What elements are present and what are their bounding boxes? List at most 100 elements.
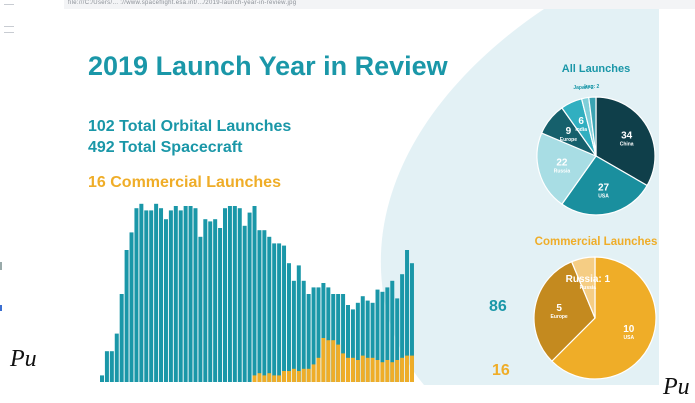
- bar-commercial-launches: [296, 371, 301, 382]
- bar-commercial-launches: [301, 368, 306, 382]
- bar-total-launches: [291, 280, 296, 382]
- bar-commercial-launches: [355, 360, 360, 382]
- bar-total-launches: [370, 302, 375, 382]
- bar-total-launches: [311, 287, 316, 382]
- slice-label: China: [620, 141, 634, 147]
- side-panel: [0, 0, 60, 403]
- bar-total-launches: [409, 263, 414, 382]
- stat-total-launches: 102 Total Orbital Launches: [88, 118, 291, 135]
- bar-total-launches: [360, 296, 365, 382]
- bar-total-launches: [223, 208, 227, 382]
- bar-total-launches: [208, 221, 213, 382]
- bar-total-launches: [286, 263, 291, 382]
- bar-commercial-launches: [370, 357, 375, 382]
- bar-total-launches: [400, 274, 405, 382]
- bar-commercial-launches: [262, 375, 267, 382]
- slice-label: Iran: 2: [584, 84, 599, 90]
- bar-commercial-launches: [311, 364, 316, 382]
- bar-total-launches: [124, 250, 129, 382]
- bar-commercial-launches: [326, 340, 331, 382]
- bar-commercial-launches: [395, 360, 400, 382]
- bar-total-launches: [104, 351, 109, 382]
- bar-commercial-launches: [360, 355, 365, 382]
- bar-commercial-launches: [321, 338, 326, 382]
- bar-total-launches: [346, 305, 350, 382]
- bar-commercial-launches: [390, 362, 395, 382]
- bar-commercial-launches: [341, 353, 346, 382]
- bar-commercial-launches: [405, 355, 410, 382]
- side-text-right: Pu: [663, 374, 690, 400]
- page-title: 2019 Launch Year in Review: [88, 51, 449, 81]
- side-text-left: Pu: [10, 346, 37, 372]
- bar-total-launches: [390, 280, 395, 382]
- slice-label: Europe: [550, 314, 567, 320]
- slice-value: 6: [578, 116, 584, 127]
- bar-total-launches: [365, 300, 370, 382]
- bar-total-launches: [395, 298, 400, 382]
- bar-total-launches: [252, 206, 257, 382]
- bar-commercial-launches: [252, 375, 257, 382]
- slice-label: India: [575, 127, 587, 133]
- bar-total-launches: [277, 243, 282, 382]
- divider: [0, 262, 2, 270]
- bar-commercial-launches: [365, 357, 370, 382]
- bar-total-launches: [134, 208, 139, 382]
- bar-total-launches: [178, 210, 183, 382]
- bar-total-launches: [316, 287, 321, 382]
- bar-commercial-launches: [346, 357, 350, 382]
- bar-total-launches: [193, 208, 198, 382]
- slice-value: Russia: 1: [566, 274, 611, 285]
- bar-total-launches: [188, 206, 193, 382]
- bar-total-launches: [331, 294, 336, 382]
- pie-slice: [588, 96, 597, 157]
- bar-commercial-launches: [409, 355, 414, 382]
- pie-title: All Launches: [562, 63, 630, 75]
- address-bar[interactable]: file:///C:/Users/... ://www.spaceflight.…: [64, 0, 695, 9]
- bar-total-launches: [183, 206, 188, 382]
- slice-value: 5: [556, 303, 562, 314]
- pie-slice: [570, 256, 596, 319]
- bar-total-launches: [282, 245, 287, 382]
- bar-total-launches: [301, 280, 306, 382]
- slice-value: 10: [623, 324, 635, 335]
- end-value-total: 86: [489, 298, 507, 315]
- bar-total-launches: [144, 210, 149, 382]
- bar-total-launches: [213, 219, 218, 382]
- bar-commercial-launches: [306, 368, 311, 382]
- stat-total-spacecraft: 492 Total Spacecraft: [88, 139, 243, 156]
- bar-commercial-launches: [286, 371, 291, 382]
- bar-commercial-launches: [375, 360, 380, 382]
- bar-total-launches: [139, 203, 144, 382]
- bar-total-launches: [154, 203, 159, 382]
- pie-slice: [551, 256, 657, 380]
- end-value-commercial: 16: [492, 362, 510, 379]
- slice-label: Europe: [560, 137, 577, 143]
- bar-total-launches: [262, 230, 267, 382]
- bar-total-launches: [242, 225, 247, 382]
- bar-total-launches: [375, 289, 380, 382]
- bar-total-launches: [380, 291, 385, 382]
- bar-commercial-launches: [400, 357, 405, 382]
- pie-slice: [595, 96, 656, 187]
- bar-total-launches: [257, 230, 262, 382]
- pie-slice: [533, 260, 596, 362]
- bar-total-launches: [114, 333, 119, 382]
- bar-total-launches: [247, 212, 252, 382]
- divider: [4, 4, 14, 5]
- bar-commercial-launches: [331, 340, 336, 382]
- slice-value: 9: [566, 126, 572, 137]
- bar-total-launches: [198, 236, 203, 382]
- slice-value: 22: [556, 158, 568, 169]
- slice-value: 34: [621, 130, 633, 141]
- bar-total-launches: [163, 219, 168, 382]
- bar-total-launches: [326, 287, 331, 382]
- bar-total-launches: [336, 294, 341, 382]
- bar-total-launches: [218, 228, 223, 382]
- bar-total-launches: [385, 287, 390, 382]
- infographic-canvas: 2019 Launch Year in Review 102 Total Orb…: [88, 9, 659, 385]
- bar-commercial-launches: [267, 373, 272, 382]
- bar-total-launches: [168, 210, 173, 382]
- slice-label: USA: [598, 194, 609, 200]
- bar-total-launches: [232, 206, 237, 382]
- stat-commercial-launches: 16 Commercial Launches: [88, 174, 281, 191]
